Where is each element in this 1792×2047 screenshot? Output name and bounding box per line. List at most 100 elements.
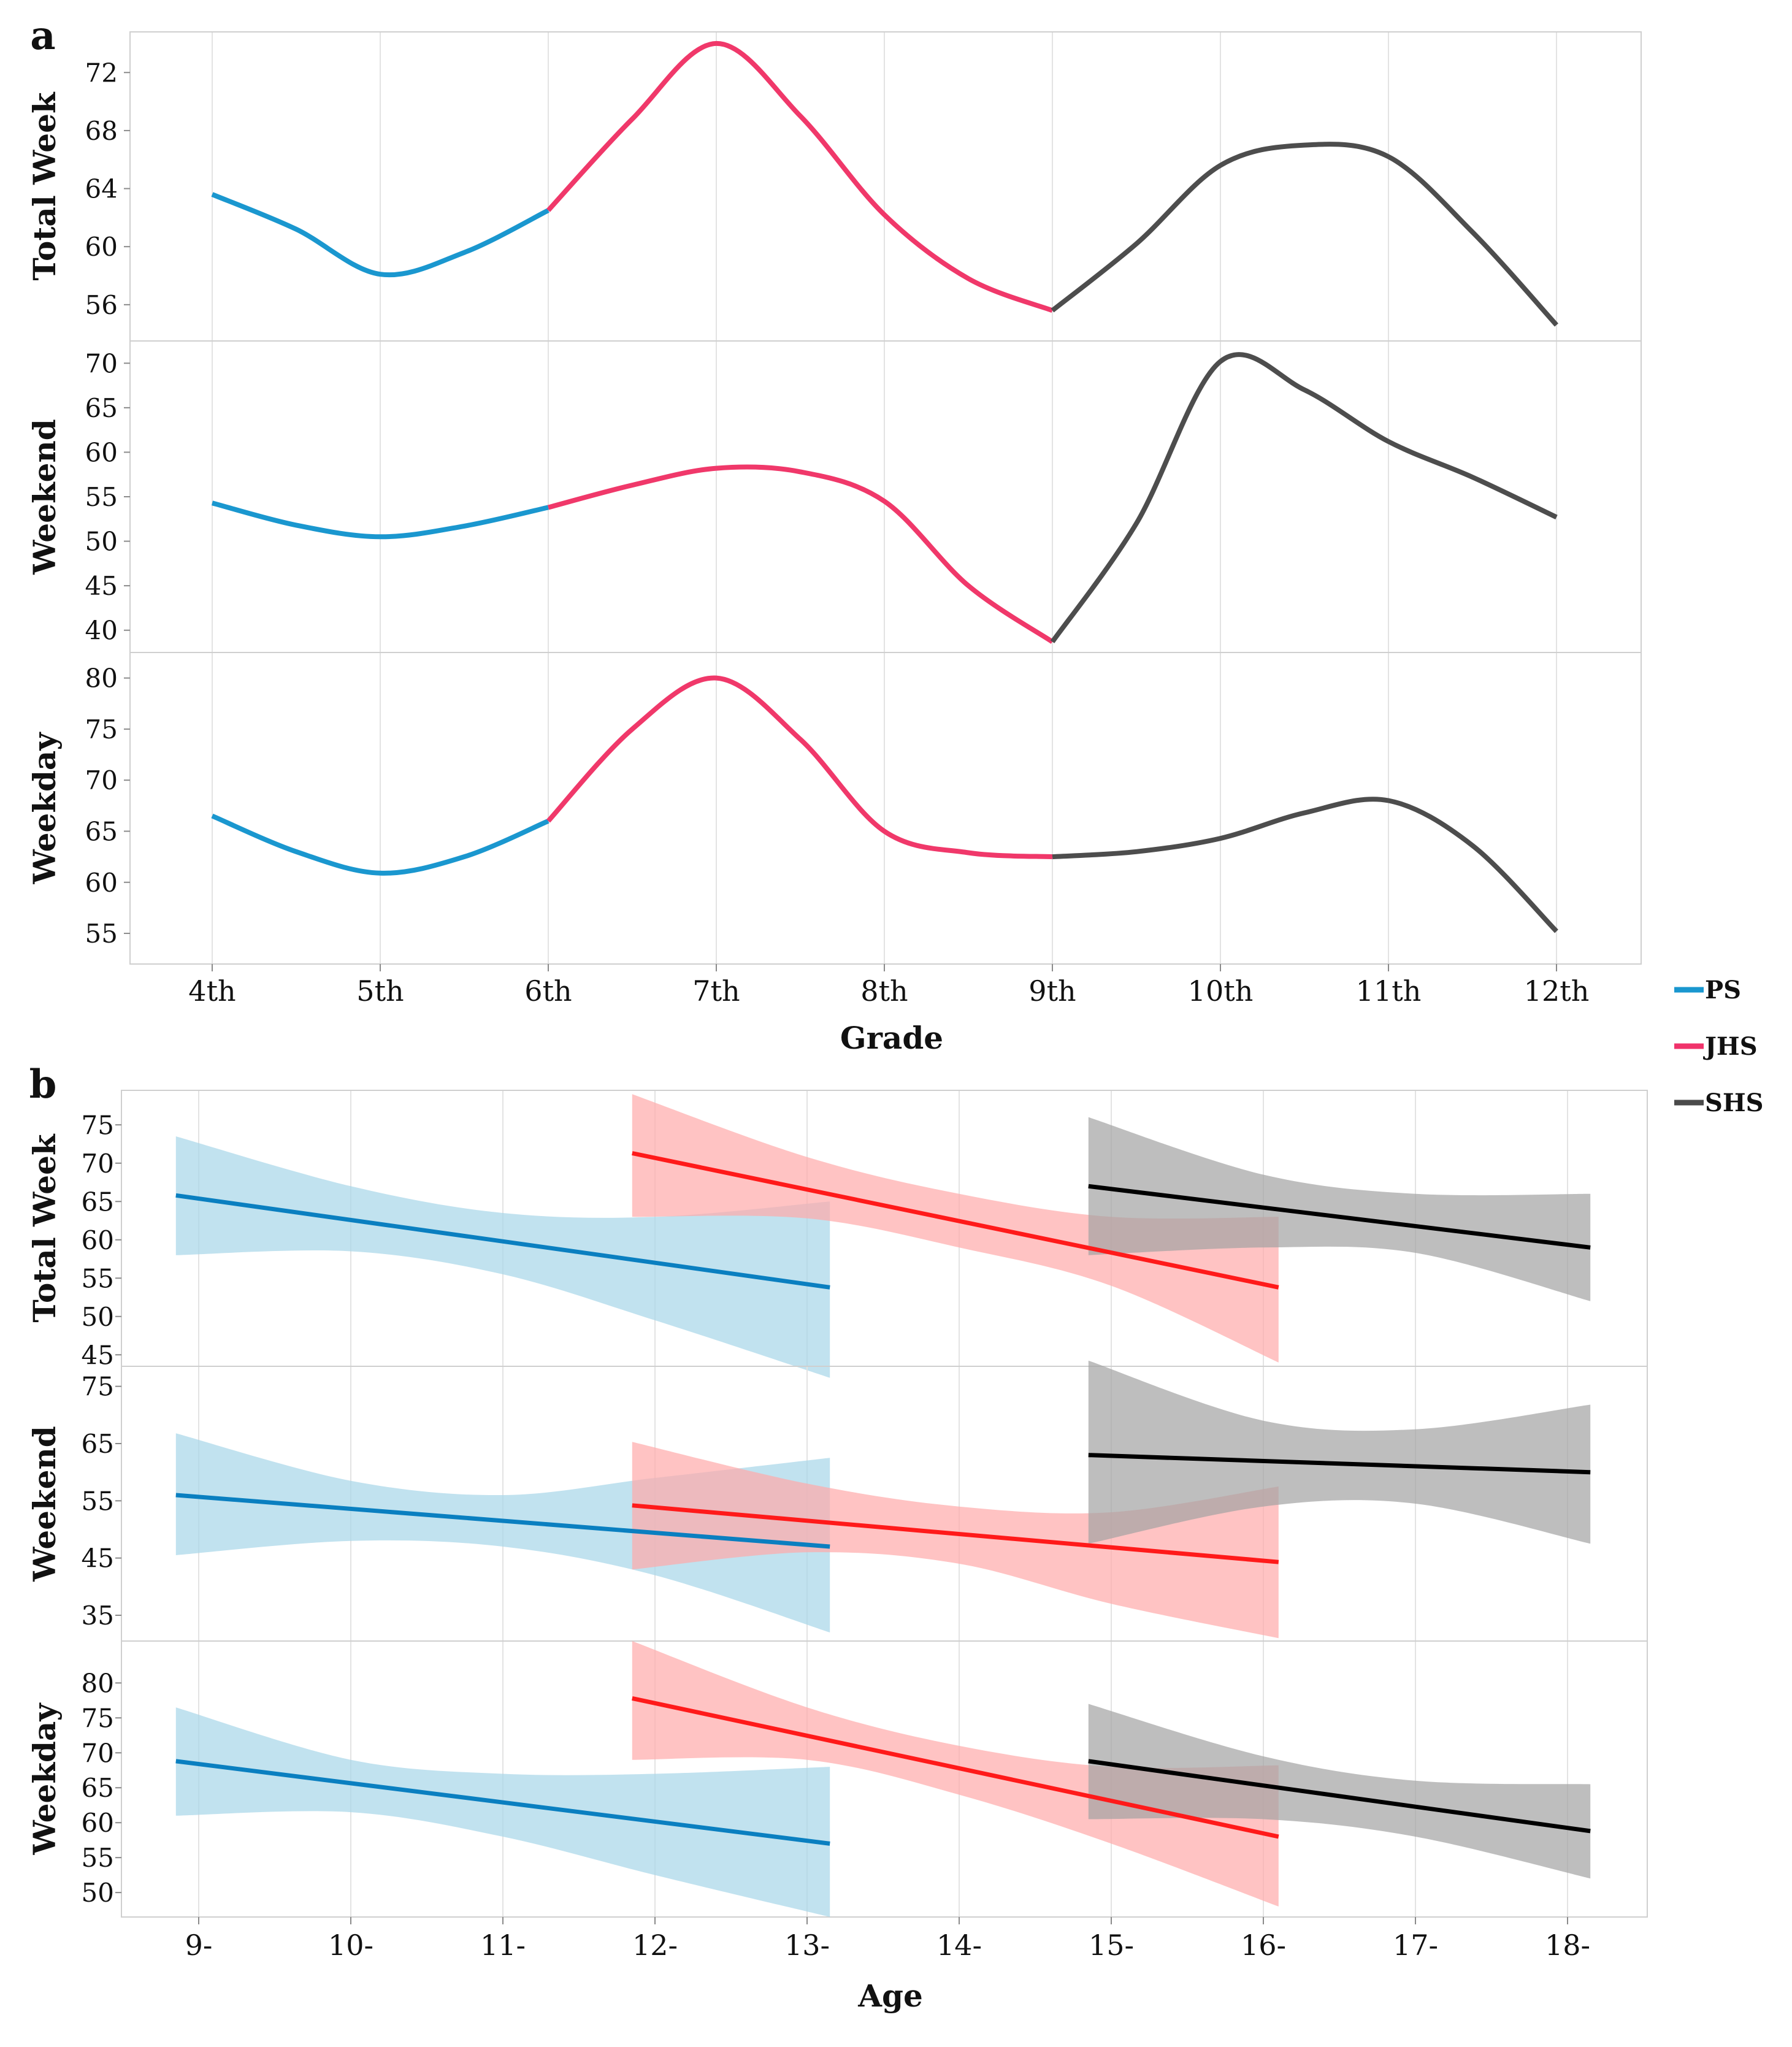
y-tick-label: 70 <box>85 348 118 378</box>
panel-a: a 56 60 64 68 72 Total Week 40 45 50 55 60 65 70 Weeke… <box>26 13 1642 1056</box>
facet-total-week: 45 50 55 60 65 70 75 Total Week <box>26 1090 1648 1378</box>
x-tick-label: 18- <box>1545 1929 1590 1962</box>
y-tick-label: 75 <box>85 714 118 744</box>
series-line-shs <box>1050 352 1558 643</box>
series-line-shs <box>1051 142 1558 327</box>
y-tick-label: 65 <box>82 1773 114 1803</box>
confidence-band-jhs <box>632 1641 1279 1907</box>
confidence-band-shs <box>1088 1360 1591 1544</box>
y-tick-label: 55 <box>82 1263 114 1293</box>
y-tick-label: 50 <box>82 1302 114 1332</box>
confidence-band-jhs <box>632 1094 1279 1363</box>
y-tick-label: 80 <box>82 1668 114 1698</box>
y-tick-label: 75 <box>82 1703 114 1733</box>
y-tick-label: 60 <box>85 868 118 898</box>
y-axis-label: Weekday <box>26 732 63 885</box>
y-tick-label: 60 <box>85 232 118 262</box>
y-tick-label: 45 <box>85 571 118 601</box>
facet-frame <box>129 652 1642 965</box>
series-line-shs <box>1088 1453 1591 1475</box>
x-tick-label: 10th <box>1188 974 1254 1008</box>
facet-frame <box>121 1640 1648 1918</box>
y-tick-label: 60 <box>85 437 118 467</box>
y-tick-label: 80 <box>85 664 118 694</box>
x-tick-label: 10- <box>328 1929 373 1962</box>
y-tick-label: 70 <box>85 765 118 795</box>
series-line-ps <box>175 1759 830 1846</box>
y-tick-label: 65 <box>82 1187 114 1217</box>
series-line-jhs <box>632 1503 1279 1564</box>
y-tick-label: 75 <box>82 1372 114 1402</box>
y-tick-label: 65 <box>82 1429 114 1459</box>
facet-weekday: 50 55 60 65 70 75 80 Weekday <box>26 1640 1648 1918</box>
panel-letter: a <box>30 13 55 59</box>
facet-weekend: 40 45 50 55 60 65 70 Weekend <box>26 340 1642 653</box>
confidence-band-shs <box>1088 1704 1591 1879</box>
y-tick-label: 60 <box>82 1808 114 1838</box>
x-tick-label: 12th <box>1524 974 1590 1008</box>
y-tick-label: 60 <box>82 1225 114 1255</box>
x-axis-label: Age <box>857 1978 923 2014</box>
panel-b: b 45 50 55 60 65 70 75 Total Week 35 45 55 65 75 Weeke… <box>26 1062 1648 2014</box>
legend: PS JHS SHS <box>1674 976 1764 1117</box>
legend-label-shs: SHS <box>1705 1089 1764 1117</box>
y-tick-label: 55 <box>85 482 118 512</box>
legend-label-jhs: JHS <box>1703 1032 1758 1061</box>
x-tick-label: 16- <box>1241 1929 1286 1962</box>
y-axis-label: Weekday <box>26 1702 63 1856</box>
y-axis-label: Weekend <box>26 1426 63 1582</box>
x-tick-label: 13- <box>784 1929 830 1962</box>
series-line-ps <box>211 813 549 876</box>
series-line-ps <box>211 192 549 278</box>
facet-weekday: 55 60 65 70 75 80 Weekday <box>26 652 1642 965</box>
series-line-ps <box>211 500 549 540</box>
x-tick-label: 15- <box>1089 1929 1134 1962</box>
series-line-shs <box>1052 797 1558 933</box>
series-line-shs <box>1088 1184 1591 1250</box>
series-line-jhs <box>632 1151 1279 1290</box>
x-tick-label: 9th <box>1028 974 1076 1008</box>
series-line-shs <box>1088 1759 1591 1834</box>
y-axis-label: Total Week <box>26 91 63 280</box>
confidence-band-ps <box>175 1707 830 1917</box>
y-tick-label: 55 <box>82 1486 114 1516</box>
confidence-band-shs <box>1088 1117 1591 1301</box>
x-tick-label: 11- <box>480 1929 526 1962</box>
y-axis-label: Weekend <box>26 419 63 575</box>
x-tick-label: 11th <box>1356 974 1422 1008</box>
legend-label-ps: PS <box>1705 976 1741 1004</box>
y-tick-label: 55 <box>85 919 118 949</box>
y-tick-label: 75 <box>82 1110 114 1140</box>
y-tick-label: 45 <box>82 1340 114 1370</box>
confidence-band-jhs <box>632 1442 1279 1639</box>
y-tick-label: 65 <box>85 816 118 846</box>
y-tick-label: 56 <box>85 290 118 320</box>
facet-total-week: 56 60 64 68 72 Total Week <box>26 31 1642 342</box>
x-tick-label: 12- <box>632 1929 678 1962</box>
panel-letter: b <box>29 1062 57 1108</box>
y-tick-label: 64 <box>85 174 118 204</box>
series-line-jhs <box>546 40 1054 313</box>
series-line-jhs <box>546 675 1053 860</box>
series-line-jhs <box>632 1696 1279 1839</box>
y-tick-label: 70 <box>82 1738 114 1768</box>
confidence-band-ps <box>175 1136 830 1378</box>
x-tick-label: 6th <box>524 974 572 1008</box>
x-axis-label: Grade <box>840 1020 943 1056</box>
x-tick-label: 8th <box>860 974 908 1008</box>
y-axis-label: Total Week <box>26 1133 63 1322</box>
y-tick-label: 70 <box>82 1149 114 1179</box>
x-tick-label: 14- <box>936 1929 982 1962</box>
y-tick-label: 50 <box>85 527 118 557</box>
x-tick-label: 7th <box>692 974 740 1008</box>
series-line-ps <box>175 1493 830 1549</box>
facet-weekend: 35 45 55 65 75 Weekend <box>26 1360 1648 1642</box>
y-tick-label: 72 <box>85 58 118 88</box>
y-tick-label: 40 <box>85 616 118 646</box>
y-tick-label: 35 <box>82 1601 114 1631</box>
x-tick-label: 5th <box>356 974 404 1008</box>
y-tick-label: 68 <box>85 116 118 146</box>
y-tick-label: 50 <box>82 1878 114 1908</box>
x-tick-label: 9- <box>185 1929 213 1962</box>
